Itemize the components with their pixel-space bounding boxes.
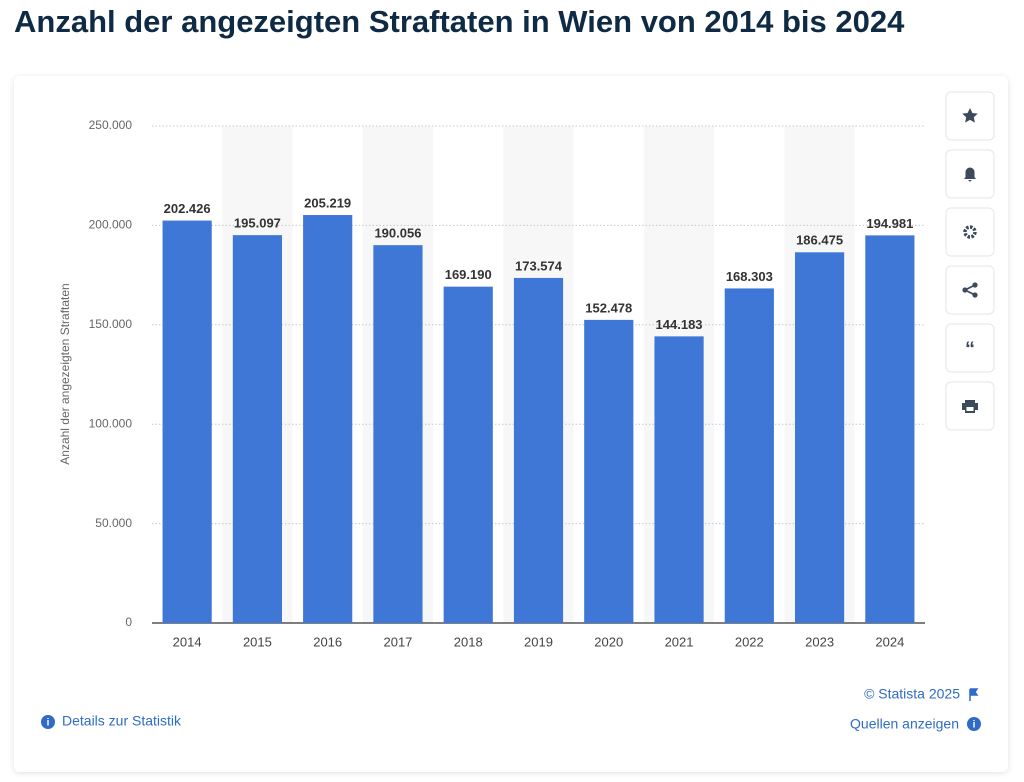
value-label: 169.190 <box>445 267 492 282</box>
x-tick-label: 2015 <box>243 634 272 649</box>
value-label: 205.219 <box>304 195 351 210</box>
bar <box>443 286 493 623</box>
x-tick-label: 2019 <box>524 634 553 649</box>
x-tick-label: 2021 <box>665 634 694 649</box>
value-label: 202.426 <box>164 201 211 216</box>
notification-button[interactable] <box>945 149 995 199</box>
svg-text:i: i <box>47 718 50 729</box>
bar <box>162 220 212 623</box>
bar <box>794 252 845 623</box>
value-label: 173.574 <box>515 258 563 273</box>
share-button[interactable] <box>945 265 995 315</box>
value-label: 190.056 <box>374 226 421 241</box>
x-tick-label: 2014 <box>173 634 202 649</box>
value-label: 144.183 <box>656 317 703 332</box>
value-label: 186.475 <box>796 233 843 248</box>
y-tick-label: 50.000 <box>95 516 132 530</box>
copyright[interactable]: © Statista 2025 <box>864 686 960 702</box>
chart-title: Anzahl der angezeigten Straftaten in Wie… <box>14 4 905 39</box>
value-label: 152.478 <box>585 300 632 315</box>
plot: 0 50.000 100.000 150.000 200.000 250.000 2014 2… <box>89 118 925 649</box>
cite-button[interactable]: “ <box>945 323 995 373</box>
svg-text:“: “ <box>965 338 975 360</box>
y-axis-label: Anzahl der angezeigten Straftaten <box>58 283 72 464</box>
y-tick-label: 150.000 <box>89 317 133 331</box>
y-tick-label: 100.000 <box>89 416 133 430</box>
favorite-button[interactable] <box>945 91 995 141</box>
toolbar: “ <box>945 91 995 431</box>
x-tick-label: 2020 <box>594 634 623 649</box>
x-tick-label: 2017 <box>383 634 412 649</box>
flag-icon[interactable] <box>969 688 979 701</box>
bar <box>513 277 564 623</box>
x-tick-label: 2022 <box>735 634 764 649</box>
sources-link[interactable]: Quellen anzeigen <box>850 716 959 732</box>
y-tick-label: 250.000 <box>89 118 133 132</box>
bar <box>865 235 915 623</box>
y-tick-label: 200.000 <box>89 218 133 232</box>
settings-button[interactable] <box>945 207 995 257</box>
print-button[interactable] <box>945 381 995 431</box>
x-tick-label: 2024 <box>875 634 904 649</box>
bar <box>232 235 283 624</box>
y-tick-label: 0 <box>125 615 132 629</box>
bar <box>584 319 634 623</box>
value-label: 195.097 <box>234 216 281 231</box>
details-link[interactable]: Details zur Statistik <box>62 713 182 729</box>
info-icon[interactable] <box>41 715 55 729</box>
bar <box>654 336 704 623</box>
x-tick-label: 2023 <box>805 634 834 649</box>
x-tick-label: 2016 <box>313 634 342 649</box>
bar <box>373 245 423 623</box>
value-label: 168.303 <box>726 269 773 284</box>
bar <box>303 215 353 623</box>
bar <box>724 288 774 623</box>
svg-text:i: i <box>973 720 976 731</box>
x-tick-label: 2018 <box>454 634 483 649</box>
value-label: 194.981 <box>866 216 913 231</box>
info-icon[interactable] <box>967 717 981 731</box>
